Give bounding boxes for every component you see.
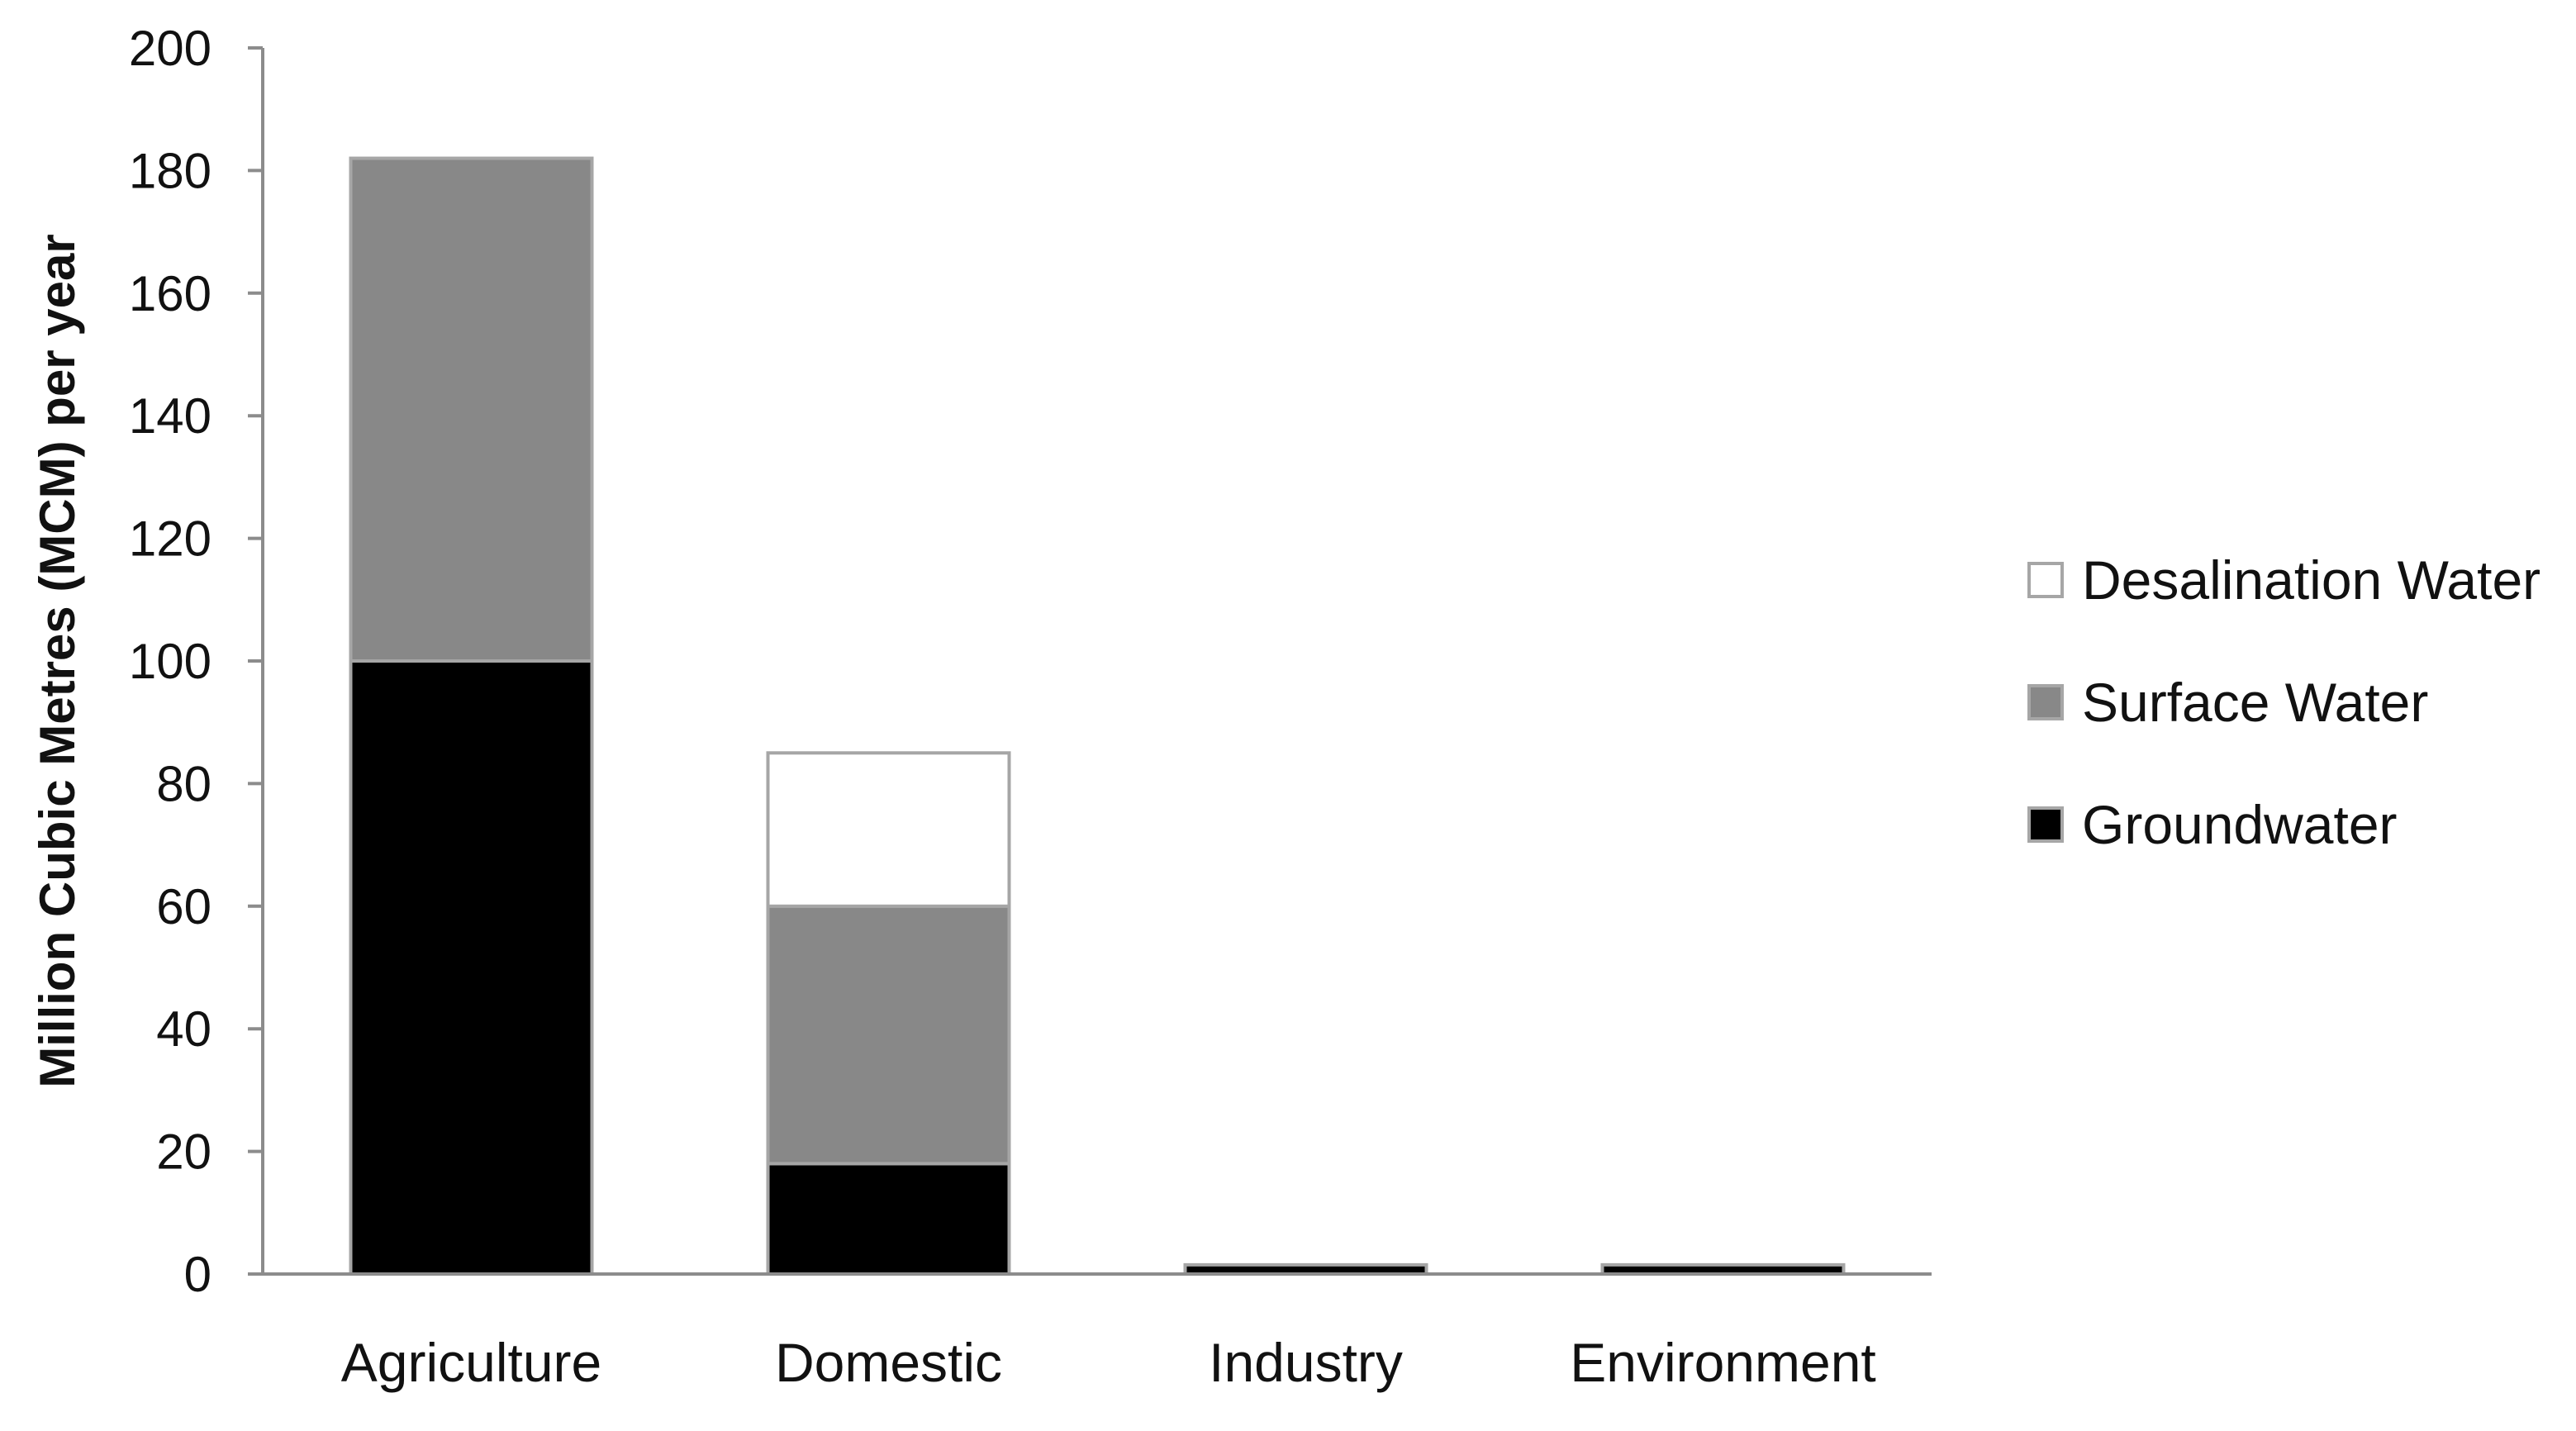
legend-swatch-surface-water [2027, 684, 2064, 720]
legend-label-surface-water: Surface Water [2082, 672, 2428, 733]
x-category-label-agriculture: Agriculture [341, 1332, 601, 1393]
y-tick-label: 0 [184, 1247, 211, 1302]
y-ticks-layer: 0 20 40 60 80 100 120 140 160 180 200 [129, 21, 263, 1302]
legend-label-groundwater: Groundwater [2082, 794, 2398, 855]
y-tick-label: 20 [156, 1124, 211, 1180]
legend-item-groundwater: Groundwater [2027, 794, 2398, 855]
legend: Desalination Water Surface Water Groundwat… [2027, 549, 2540, 855]
bar-domestic-desalination-water [766, 751, 1011, 908]
x-category-label-industry: Industry [1209, 1332, 1403, 1393]
x-categories-layer: Agriculture Domestic Industry Environment [341, 1332, 1876, 1393]
legend-item-surface-water: Surface Water [2027, 672, 2428, 733]
legend-swatch-desalination-water [2027, 562, 2064, 598]
y-tick-label: 160 [129, 266, 211, 321]
legend-label-desalination-water: Desalination Water [2082, 549, 2540, 611]
legend-item-desalination-water: Desalination Water [2027, 549, 2540, 611]
y-tick-label: 60 [156, 879, 211, 934]
y-tick-label: 140 [129, 388, 211, 444]
bar-domestic-surface-water [766, 904, 1011, 1166]
x-category-label-environment: Environment [1570, 1332, 1876, 1393]
y-tick-label: 40 [156, 1001, 211, 1057]
legend-swatch-groundwater [2027, 806, 2064, 843]
y-axis-title: Million Cubic Metres (MCM) per year [30, 234, 85, 1087]
y-tick-label: 80 [156, 756, 211, 811]
y-tick-label: 120 [129, 511, 211, 567]
y-tick-label: 180 [129, 143, 211, 198]
bar-agriculture-groundwater [349, 659, 594, 1276]
y-tick-label: 100 [129, 634, 211, 689]
bar-domestic-groundwater [766, 1162, 1011, 1276]
bar-agriculture-surface-water [349, 156, 594, 663]
bars-layer [349, 156, 1846, 1276]
x-category-label-domestic: Domestic [775, 1332, 1002, 1393]
y-tick-label: 200 [129, 21, 211, 76]
